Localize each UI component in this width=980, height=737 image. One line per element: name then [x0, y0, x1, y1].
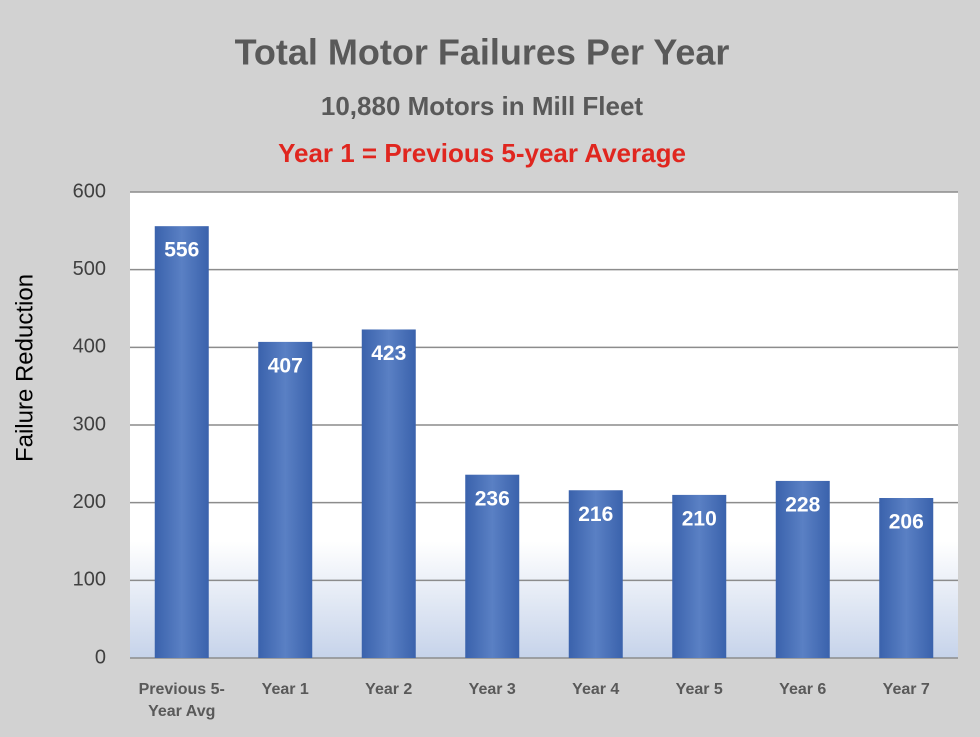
data-label: 407	[268, 354, 303, 377]
data-label: 228	[785, 493, 820, 516]
bar	[154, 226, 209, 658]
y-axis-label: Failure Reduction	[11, 274, 38, 462]
x-tick-label: Previous 5-Year Avg	[138, 681, 225, 720]
x-tick-label: Year 3	[468, 681, 516, 698]
data-label: 556	[164, 239, 199, 262]
bar	[361, 329, 416, 658]
x-tick-label: Year 6	[779, 681, 827, 698]
data-label: 236	[475, 487, 510, 510]
x-tick-label: Year 4	[572, 681, 620, 698]
y-tick-label: 400	[73, 336, 106, 358]
y-tick-label: 0	[95, 646, 106, 668]
bar	[568, 490, 623, 658]
data-label: 210	[682, 507, 717, 530]
data-label: 423	[371, 342, 406, 365]
annotation: Year 1 = Previous 5-year Average	[278, 138, 686, 168]
x-tick-label: Year 1	[261, 681, 309, 698]
chart-title: Total Motor Failures Per Year	[235, 32, 730, 73]
data-label: 206	[889, 511, 924, 534]
x-tick-label: Year 5	[675, 681, 723, 698]
bar	[775, 480, 830, 658]
chart-subtitle: 10,880 Motors in Mill Fleet	[321, 91, 644, 121]
bar	[672, 494, 727, 658]
y-tick-label: 500	[73, 258, 106, 280]
x-tick-label: Year 7	[882, 681, 930, 698]
bar	[879, 498, 934, 658]
bar	[465, 474, 520, 658]
y-tick-label: 300	[73, 413, 106, 435]
y-tick-label: 200	[73, 491, 106, 513]
y-tick-label: 600	[73, 180, 106, 202]
data-label: 216	[578, 503, 613, 526]
x-tick-label: Year 2	[365, 681, 413, 698]
bar	[258, 341, 313, 658]
y-tick-label: 100	[73, 569, 106, 591]
